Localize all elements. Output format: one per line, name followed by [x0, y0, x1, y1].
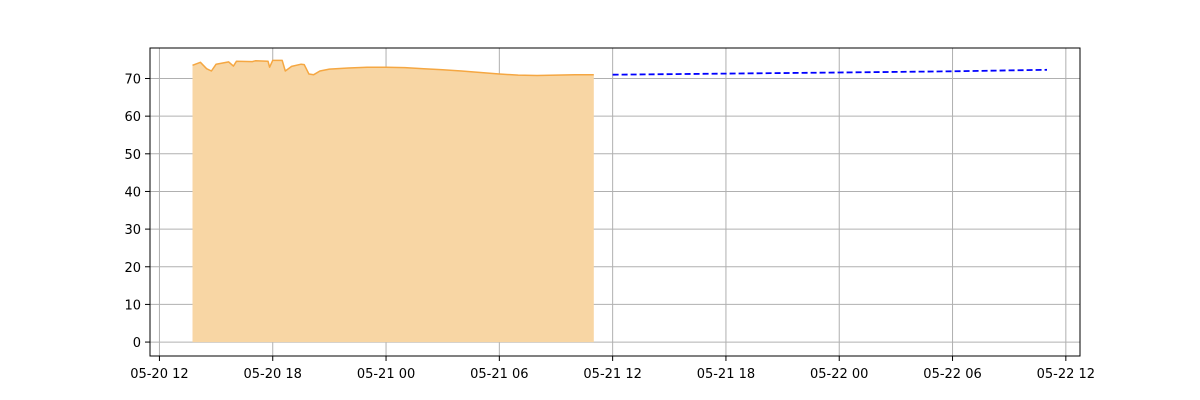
x-tick-label: 05-21 00 — [357, 367, 415, 382]
y-tick-label: 70 — [124, 72, 141, 87]
y-tick-label: 50 — [124, 148, 141, 163]
x-tick-label: 05-21 18 — [697, 367, 755, 382]
y-tick-label: 40 — [124, 185, 141, 200]
series-0-area — [192, 60, 594, 343]
axis-ticks: 05-20 12 05-20 18 05-21 00 05-21 06 05-21 12… — [124, 72, 1095, 382]
y-tick-label: 60 — [124, 110, 141, 125]
x-tick-label: 05-21 06 — [470, 367, 528, 382]
x-tick-label: 05-20 12 — [130, 367, 188, 382]
series-1-line — [612, 68, 1048, 76]
y-tick-label: 20 — [124, 261, 141, 276]
y-tick-label: 10 — [124, 298, 141, 313]
plot-frame — [149, 47, 1081, 357]
x-tick-label: 05-20 18 — [244, 367, 302, 382]
x-tick-label: 05-22 12 — [1037, 367, 1095, 382]
series-layer — [192, 59, 1048, 343]
x-tick-label: 05-22 00 — [810, 367, 868, 382]
y-tick-label: 30 — [124, 223, 141, 238]
x-tick-label: 05-21 12 — [583, 367, 641, 382]
x-tick-label: 05-22 06 — [923, 367, 981, 382]
y-tick-label: 0 — [133, 336, 141, 351]
series-0-line — [192, 59, 594, 77]
